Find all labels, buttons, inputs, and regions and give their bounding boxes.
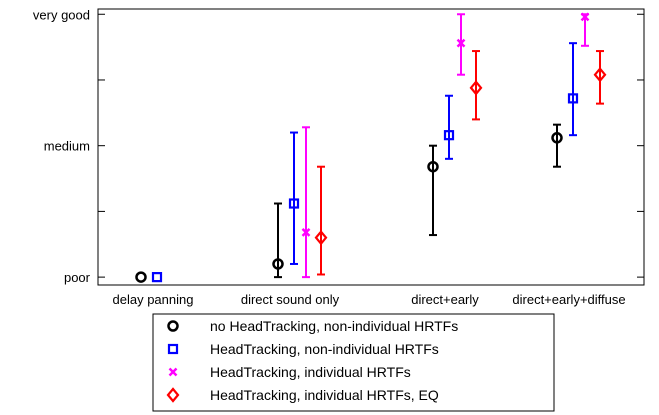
data-point-circle [167, 320, 179, 332]
legend-label: HeadTracking, individual HRTFs, EQ [210, 387, 439, 403]
data-point-diamond [166, 387, 180, 403]
data-point-x [456, 38, 466, 48]
data-point-x [580, 12, 590, 22]
y-axis: poor medium very good [33, 7, 644, 285]
y-tick-label: very good [33, 7, 90, 22]
data-point-x [301, 228, 311, 237]
x-tick-label: delay panning [113, 292, 194, 307]
data-point-square [151, 272, 163, 283]
x-tick-label: direct+early [411, 292, 479, 307]
data-point-diamond [314, 229, 328, 246]
data-point-circle [551, 132, 563, 144]
y-tick-label: medium [44, 139, 90, 154]
legend-label: HeadTracking, individual HRTFs [210, 364, 411, 380]
data-marks [135, 12, 607, 283]
data-point-diamond [469, 80, 483, 96]
x-tick-label: direct sound only [241, 292, 340, 307]
y-tick-label: poor [64, 270, 91, 285]
data-point-square [443, 130, 455, 141]
data-point-diamond [593, 66, 607, 83]
legend: no HeadTracking, non-individual HRTFs Hea… [152, 313, 555, 412]
data-point-circle [427, 160, 439, 173]
legend-label: no HeadTracking, non-individual HRTFs [210, 318, 458, 334]
data-point-circle [135, 271, 147, 283]
data-point-square [167, 343, 179, 355]
data-point-square [288, 198, 300, 209]
legend-box [152, 313, 555, 412]
data-point-x [168, 367, 178, 377]
legend-label: HeadTracking, non-individual HRTFs [210, 341, 439, 357]
data-point-square [567, 93, 579, 104]
plot-frame [97, 8, 645, 286]
x-tick-label: direct+early+diffuse [512, 292, 625, 307]
data-point-circle [272, 258, 284, 270]
x-axis: delay panning direct sound only direct+ear… [113, 292, 626, 307]
